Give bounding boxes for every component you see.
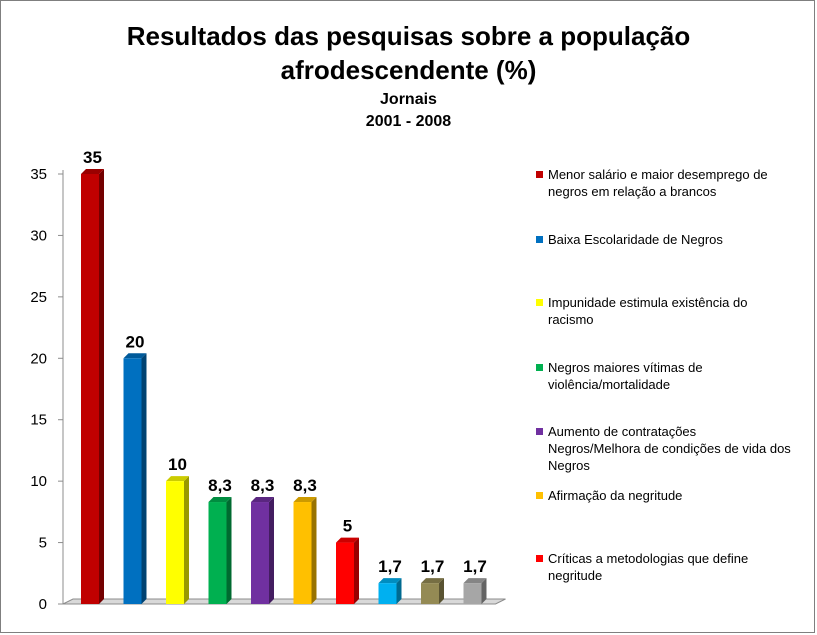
data-label: 20 <box>126 332 145 351</box>
bar-top <box>166 476 189 482</box>
bar <box>166 481 184 604</box>
bar <box>123 358 142 604</box>
legend-label-line: Afirmação da negritude <box>548 488 683 503</box>
legend-label: Afirmação da negritude <box>548 487 798 504</box>
bar-top <box>81 169 104 174</box>
bar-chart-plot: 0 5 10 15 20 25 30 35 35 20 10 8,3 8,3 8,3 5 1,7 1,7 1,7 <box>30 148 506 613</box>
bar-side <box>354 537 359 604</box>
legend-swatch <box>536 555 543 562</box>
y-tick-label: 0 <box>39 596 47 613</box>
legend-label: Aumento de contratações Negros/Melhora de… <box>548 423 798 474</box>
legend-label: Baixa Escolaridade de Negros <box>548 231 798 248</box>
bar-side <box>226 497 232 604</box>
legend-swatch <box>536 171 543 178</box>
legend-label-line: negritude <box>548 568 603 583</box>
legend-swatch <box>536 428 543 435</box>
bar <box>421 583 439 604</box>
data-label: 8,3 <box>251 476 275 495</box>
data-label: 1,7 <box>378 557 402 576</box>
y-tick-label: 20 <box>30 350 47 367</box>
legend-label-line: Baixa Escolaridade de Negros <box>548 232 723 247</box>
legend-swatch <box>536 299 543 306</box>
y-tick-label: 5 <box>39 535 47 552</box>
bar <box>463 583 482 604</box>
bar-side <box>99 169 104 604</box>
chart-title: Resultados das pesquisas sobre a populaç… <box>1 19 816 87</box>
legend-label: Negros maiores vítimas de violência/morta… <box>548 359 798 393</box>
bar-side <box>311 497 317 604</box>
legend-label: Críticas a metodologias que define negrit… <box>548 550 798 584</box>
bar <box>293 502 312 604</box>
legend-swatch <box>536 364 543 371</box>
chart-subtitle-line-1: Jornais <box>380 91 437 108</box>
bar-top <box>251 497 274 503</box>
bar-top <box>208 497 232 503</box>
legend-swatch <box>536 492 543 499</box>
legend-label-line: Negros <box>548 458 590 473</box>
bar-top <box>378 578 402 584</box>
y-tick-label: 25 <box>30 289 47 306</box>
legend-label-line: negros em relação a brancos <box>548 184 717 199</box>
data-label: 10 <box>168 455 187 474</box>
y-tick-label: 15 <box>30 412 47 429</box>
y-tick-label: 10 <box>30 473 47 490</box>
chart-subtitle: Jornais 2001 - 2008 <box>1 89 816 133</box>
y-tick-label: 35 <box>30 166 47 183</box>
bar <box>251 502 269 604</box>
bar <box>208 502 227 604</box>
chart-subtitle-line-2: 2001 - 2008 <box>365 113 452 130</box>
bar-side <box>439 578 444 604</box>
bar-top <box>421 578 444 584</box>
bar-side <box>481 578 487 604</box>
data-label: 5 <box>343 517 352 536</box>
data-label: 8,3 <box>208 476 232 495</box>
bar-top <box>336 537 359 543</box>
bar <box>81 174 99 604</box>
bar <box>336 542 354 604</box>
data-label: 1,7 <box>421 557 445 576</box>
bar-side <box>396 578 402 604</box>
legend-swatch <box>536 236 543 243</box>
data-label: 1,7 <box>463 557 487 576</box>
legend-label-line: Menor salário e maior desemprego de <box>548 167 768 182</box>
legend-label: Menor salário e maior desemprego de negro… <box>548 166 798 200</box>
bar-top <box>463 578 487 584</box>
y-tick-label: 30 <box>30 227 47 244</box>
bar-side <box>141 353 147 604</box>
legend-label-line: Críticas a metodologias que define <box>548 551 749 566</box>
bar-side <box>269 497 274 604</box>
legend-label-line: racismo <box>548 312 594 327</box>
legend-label: Impunidade estimula existência do racismo <box>548 294 798 328</box>
bar <box>378 583 397 604</box>
bar-side <box>184 476 189 604</box>
legend-label-line: Negros/Melhora de condições de vida dos <box>548 441 791 456</box>
data-label: 8,3 <box>293 476 317 495</box>
chart-title-line-2: afrodescendente (%) <box>280 55 537 85</box>
bar-top <box>293 497 317 503</box>
legend-label-line: violência/mortalidade <box>548 377 671 392</box>
chart-title-line-1: Resultados das pesquisas sobre a populaç… <box>126 21 691 51</box>
legend-label-line: Negros maiores vítimas de <box>548 360 703 375</box>
legend-label-line: Impunidade estimula existência do <box>548 295 748 310</box>
bar-top <box>123 353 147 359</box>
legend-label-line: Aumento de contratações <box>548 424 697 439</box>
data-label: 35 <box>83 148 102 167</box>
chart-title-block: Resultados das pesquisas sobre a populaç… <box>1 19 816 133</box>
